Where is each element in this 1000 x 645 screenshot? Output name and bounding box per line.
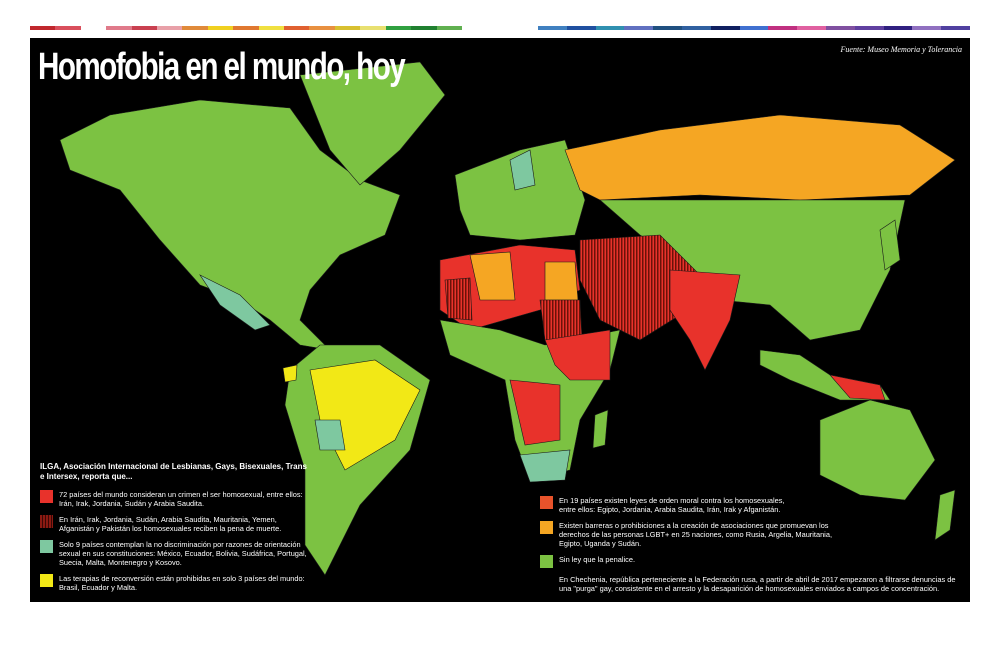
legend-item-conversion-ban: Las terapias de reconversión están prohi… bbox=[40, 574, 310, 592]
region-middle-east bbox=[579, 234, 701, 341]
legend-right: En 19 países existen leyes de orden mora… bbox=[540, 496, 960, 593]
region-sudan bbox=[539, 299, 583, 341]
legend-text: Sin ley que la penalice. bbox=[559, 555, 636, 564]
legend-item-constitutional: Solo 9 países contemplan la no discrimin… bbox=[40, 540, 310, 567]
region-india bbox=[669, 269, 741, 371]
region-north-america bbox=[59, 99, 401, 351]
legend-swatch-yellow bbox=[40, 574, 53, 587]
region-algeria bbox=[469, 251, 516, 301]
region-japan bbox=[879, 219, 901, 271]
legend-heading: ILGA, Asociación Internacional de Lesbia… bbox=[40, 462, 307, 481]
legend-left: ILGA, Asociación Internacional de Lesbia… bbox=[40, 462, 310, 599]
legend-item-death-penalty: En Irán, Irak, Jordania, Sudán, Arabia S… bbox=[40, 515, 310, 533]
legend-swatch-orange-red bbox=[540, 496, 553, 509]
region-russia bbox=[564, 114, 956, 201]
region-east-africa bbox=[544, 329, 611, 381]
legend-item-criminalized: 72 países del mundo consideran un crimen… bbox=[40, 490, 310, 508]
region-indonesia-red bbox=[829, 374, 886, 401]
legend-text: 72 países del mundo consideran un crimen… bbox=[59, 490, 303, 508]
legend-text: Las terapias de reconversión están prohi… bbox=[59, 574, 305, 592]
region-south-africa bbox=[519, 449, 571, 483]
legend-swatch-teal bbox=[40, 540, 53, 553]
source-credit: Fuente: Museo Memoria y Tolerancia bbox=[840, 45, 962, 54]
region-sweden bbox=[509, 149, 536, 191]
color-strip-left bbox=[30, 26, 462, 30]
legend-swatch-red bbox=[40, 490, 53, 503]
legend-item-moral-laws: En 19 países existen leyes de orden mora… bbox=[540, 496, 800, 514]
world-map bbox=[59, 61, 956, 576]
legend-item-no-penalty: Sin ley que la penalice. bbox=[540, 555, 960, 568]
legend-text: En 19 países existen leyes de orden mora… bbox=[559, 496, 785, 514]
region-australia bbox=[819, 399, 936, 501]
legend-swatch-green bbox=[540, 555, 553, 568]
legend-swatch-orange bbox=[540, 521, 553, 534]
region-madagascar bbox=[592, 409, 609, 449]
color-strip-right bbox=[538, 26, 970, 30]
legend-text: Solo 9 países contemplan la no discrimin… bbox=[59, 540, 307, 567]
map-panel: Homofobia en el mundo, hoy Fuente: Museo… bbox=[30, 38, 970, 602]
region-new-zealand bbox=[934, 489, 956, 541]
legend-text: En Irán, Irak, Jordania, Sudán, Arabia S… bbox=[59, 515, 282, 533]
region-central-africa bbox=[509, 379, 561, 446]
chechnya-note: En Chechenia, república perteneciente a … bbox=[559, 575, 956, 593]
region-bolivia bbox=[314, 419, 346, 451]
legend-swatch-striped bbox=[40, 515, 53, 528]
region-greenland bbox=[299, 61, 446, 186]
region-ecuador bbox=[282, 364, 298, 383]
page-title: Homofobia en el mundo, hoy bbox=[38, 46, 406, 88]
legend-text: Existen barreras o prohibiciones a la cr… bbox=[559, 521, 832, 548]
region-mauritania bbox=[444, 277, 473, 321]
region-mexico bbox=[199, 274, 271, 331]
legend-item-association-barriers: Existen barreras o prohibiciones a la cr… bbox=[540, 521, 840, 548]
region-egypt bbox=[544, 261, 579, 301]
region-europe bbox=[454, 139, 586, 241]
